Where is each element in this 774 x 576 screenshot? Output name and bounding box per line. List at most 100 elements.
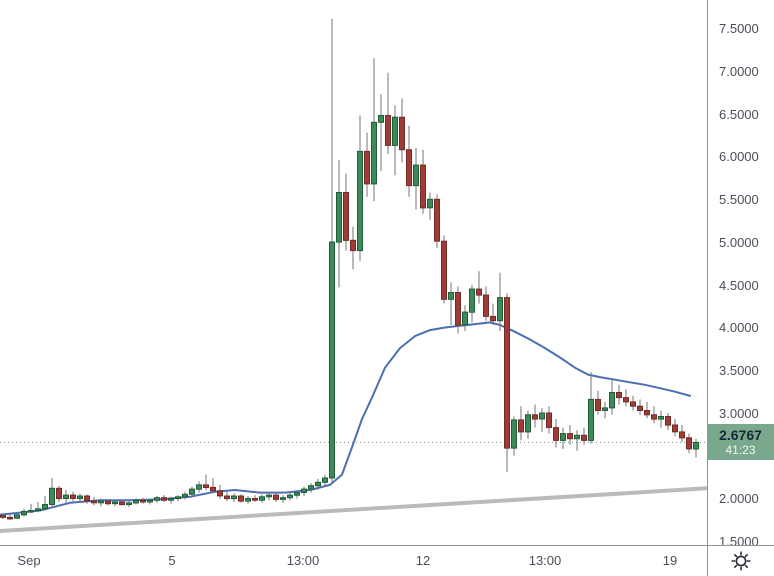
time-tick-label: 13:00 xyxy=(528,553,562,568)
candle-up xyxy=(693,441,699,450)
last-price-value: 2.6767 xyxy=(719,427,762,444)
candle-down xyxy=(665,416,671,426)
price-tick-label: 6.0000 xyxy=(719,149,759,165)
candle-down xyxy=(350,239,356,252)
gear-icon xyxy=(731,551,751,571)
candle-down xyxy=(553,427,559,441)
candle-up xyxy=(427,198,433,209)
candle-down xyxy=(581,434,587,441)
candle-up xyxy=(28,510,34,513)
candle-up xyxy=(77,495,83,500)
price-axis[interactable]: 7.5000 7.0000 6.5000 6.0000 5.5000 5.0000 4.50… xyxy=(707,0,774,545)
candle-up xyxy=(357,150,363,252)
candle-up xyxy=(147,499,153,503)
candle-up xyxy=(294,492,300,496)
time-tick-label: Sep xyxy=(17,553,41,568)
candle-up xyxy=(133,499,139,504)
candle-down xyxy=(679,431,685,439)
candle-down xyxy=(546,412,552,428)
candle-down xyxy=(56,487,62,500)
candle-down xyxy=(651,414,657,420)
candle-down xyxy=(224,495,230,500)
candle-down xyxy=(0,515,6,518)
candle-down xyxy=(518,419,524,433)
candle-down xyxy=(406,149,412,187)
price-tick-label: 4.5000 xyxy=(719,277,759,293)
candle-up xyxy=(301,488,307,494)
candle-up xyxy=(413,164,419,187)
candle-up xyxy=(371,121,377,185)
candle-down xyxy=(70,494,76,500)
candle-up xyxy=(539,412,545,420)
moving-average-line xyxy=(0,321,691,516)
candle-up xyxy=(525,414,531,433)
candle-down xyxy=(385,115,391,146)
candle-down xyxy=(238,495,244,502)
candle-up xyxy=(336,192,342,243)
candle-down xyxy=(399,116,405,151)
candle-down xyxy=(532,414,538,420)
candle-up xyxy=(259,496,265,501)
candle-up xyxy=(245,498,251,502)
price-tick-label: 3.5000 xyxy=(719,363,759,378)
price-tick-label: 5.5000 xyxy=(719,192,759,207)
candle-up xyxy=(315,481,321,487)
candle-down xyxy=(273,494,279,500)
candle-down xyxy=(644,410,650,416)
candle-down xyxy=(203,484,209,488)
time-tick-label: 19 xyxy=(662,553,678,568)
candle-up xyxy=(42,504,48,510)
candle-down xyxy=(105,500,111,505)
candle-down xyxy=(210,486,216,492)
time-tick-label: 13:00 xyxy=(286,553,320,568)
candle-down xyxy=(7,516,13,520)
candle-down xyxy=(91,500,97,504)
candle-down xyxy=(441,240,447,300)
time-tick-label: 5 xyxy=(168,553,176,568)
candle-up xyxy=(112,501,118,505)
candle-up xyxy=(329,241,335,479)
candle-up xyxy=(189,488,195,495)
candle-up xyxy=(196,484,202,490)
candle-up xyxy=(588,398,594,441)
candle-down xyxy=(343,192,349,241)
candle-up xyxy=(448,292,454,300)
candle-down xyxy=(483,294,489,317)
candle-up xyxy=(574,434,580,440)
candle-down xyxy=(567,433,573,440)
candle-down xyxy=(623,397,629,403)
candle-down xyxy=(595,398,601,411)
candle-down xyxy=(364,150,370,185)
candle-down xyxy=(119,501,125,506)
candle-up xyxy=(658,416,664,420)
candle-down xyxy=(420,164,426,209)
price-tick-label: 7.0000 xyxy=(719,63,759,79)
candle-up xyxy=(469,288,475,313)
candle-up xyxy=(280,497,286,500)
candle-up xyxy=(392,116,398,146)
candle-down xyxy=(504,297,510,449)
price-scale-settings-button[interactable] xyxy=(707,545,774,576)
candle-up xyxy=(378,115,384,123)
candle-down xyxy=(455,292,461,326)
candle-up xyxy=(98,500,104,504)
candle-up xyxy=(175,496,181,499)
candle-up xyxy=(287,494,293,499)
candle-up xyxy=(497,297,503,322)
candle-down xyxy=(630,401,636,407)
candlestick-chart[interactable] xyxy=(0,0,707,545)
price-tick-label: 6.5000 xyxy=(719,106,759,122)
bar-countdown: 41:23 xyxy=(725,442,756,457)
price-tick-label: 1.5000 xyxy=(719,534,759,545)
time-axis[interactable]: Sep 5 13:00 12 13:00 19 xyxy=(0,545,707,576)
candle-up xyxy=(182,493,188,498)
candle-up xyxy=(154,497,160,501)
candle-up xyxy=(308,485,314,490)
time-tick-label: 12 xyxy=(415,553,431,568)
trendline xyxy=(0,486,707,534)
candle-up xyxy=(21,510,27,516)
candle-up xyxy=(462,311,468,326)
candle-up xyxy=(322,477,328,483)
candle-up xyxy=(63,494,69,500)
